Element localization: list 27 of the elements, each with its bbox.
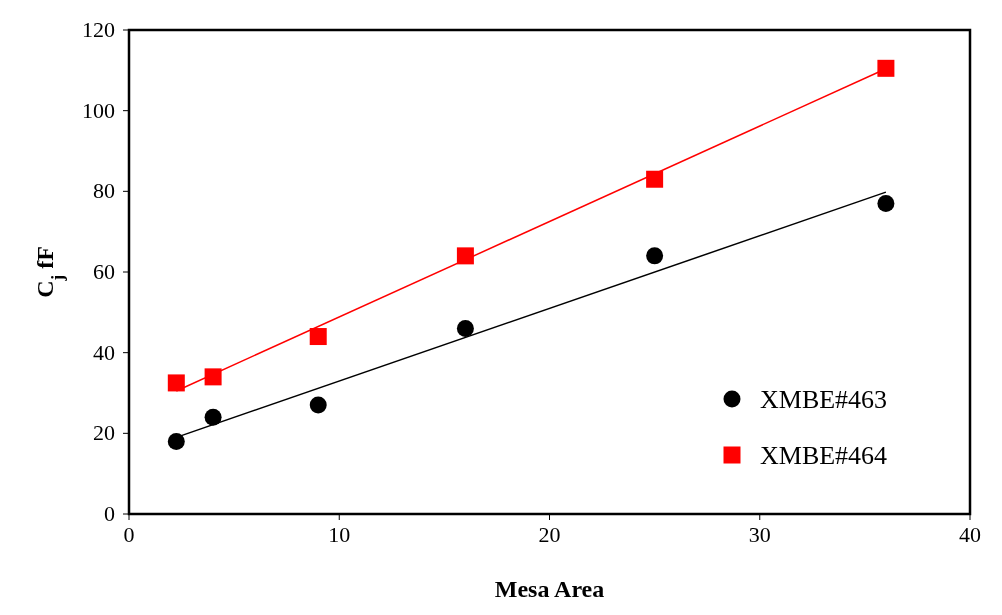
x-tick-label: 30 xyxy=(748,522,771,547)
x-tick-label: 40 xyxy=(959,522,981,547)
point xyxy=(877,59,895,77)
point xyxy=(646,247,664,265)
point xyxy=(456,247,474,265)
y-tick-label: 80 xyxy=(93,178,115,204)
x-axis-title: Mesa Area xyxy=(494,576,605,602)
y-tick-label: 60 xyxy=(93,259,115,284)
point xyxy=(456,319,474,337)
point xyxy=(204,408,222,426)
legend-label: XMBE#464 xyxy=(760,441,888,470)
point xyxy=(167,374,185,392)
point xyxy=(646,170,664,188)
point xyxy=(309,396,327,414)
x-tick-label: 0 xyxy=(123,522,135,547)
y-tick-label: 40 xyxy=(93,339,115,365)
point xyxy=(204,368,222,386)
y-tick-label: 20 xyxy=(93,420,115,446)
x-tick-label: 20 xyxy=(538,522,561,547)
y-tick-label: 120 xyxy=(82,17,115,42)
x-tick-label: 10 xyxy=(328,522,351,547)
y-tick-label: 0 xyxy=(104,501,115,526)
point xyxy=(877,194,895,212)
y-tick-label: 100 xyxy=(82,97,115,123)
point xyxy=(309,328,327,346)
point xyxy=(167,432,185,450)
legend-label: XMBE#463 xyxy=(760,385,888,414)
